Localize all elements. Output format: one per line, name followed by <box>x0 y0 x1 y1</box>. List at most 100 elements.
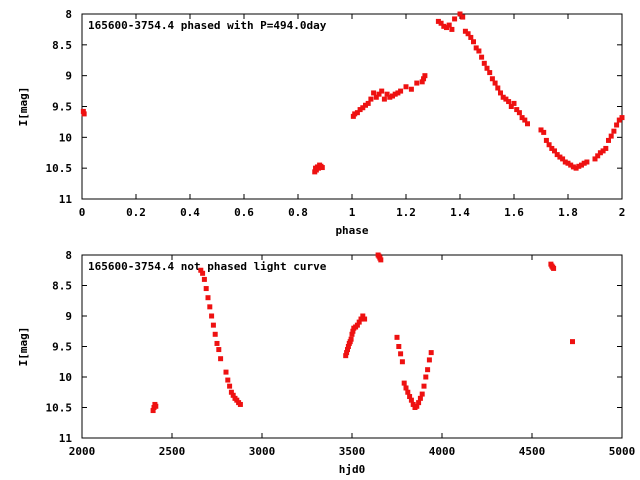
unphased-data-point <box>394 334 400 340</box>
phased-data-point <box>460 14 466 20</box>
unphased-data-point <box>410 401 416 407</box>
unphased-y-tick-label: 8 <box>65 249 72 262</box>
phased-x-tick-label: 1.2 <box>396 206 416 219</box>
phased-data-point <box>438 20 444 26</box>
phased-data-point <box>565 160 571 166</box>
phased-y-axis-label: I[mag] <box>17 87 30 127</box>
phased-data-point <box>441 23 447 29</box>
unphased-data-point <box>212 331 218 337</box>
unphased-data-point <box>425 367 431 373</box>
phased-data-point <box>379 88 385 94</box>
unphased-x-tick-label: 3000 <box>249 445 276 458</box>
phased-data-point <box>398 88 404 94</box>
phased-data-point <box>541 129 547 135</box>
unphased-data-point <box>237 401 243 407</box>
unphased-data-point <box>216 347 222 353</box>
phased-data-point <box>81 111 87 117</box>
unphased-data-point <box>343 353 349 359</box>
phased-x-tick-label: 1.6 <box>504 206 524 219</box>
phased-data-point <box>522 117 528 123</box>
unphased-data-point <box>416 400 422 406</box>
unphased-data-point <box>358 316 364 322</box>
phased-data-point <box>421 76 427 82</box>
unphased-data-point <box>551 265 557 271</box>
phased-x-tick-label: 0.4 <box>180 206 200 219</box>
unphased-data-point <box>218 356 224 362</box>
unphased-data-point <box>214 340 220 346</box>
unphased-y-tick-label: 10.5 <box>46 402 73 415</box>
phased-data-point <box>446 22 452 28</box>
phased-data-point <box>444 25 449 31</box>
phased-data-point <box>487 70 493 76</box>
phased-x-tick-label: 0.6 <box>234 206 254 219</box>
phased-y-tick-label: 11 <box>59 193 73 206</box>
unphased-y-axis-label: I[mag] <box>17 327 30 367</box>
phased-data-point <box>492 80 498 86</box>
phased-data-point <box>608 133 614 139</box>
phased-data-point <box>395 90 401 96</box>
phased-data-point <box>471 39 476 45</box>
phased-data-point <box>408 86 414 92</box>
unphased-data-point <box>344 350 350 356</box>
unphased-data-point <box>207 304 213 310</box>
phased-data-point <box>560 156 566 162</box>
phased-data-point <box>435 18 441 24</box>
phased-data-point <box>503 96 509 102</box>
unphased-data-point <box>227 383 233 389</box>
phased-x-tick-label: 1.8 <box>558 206 578 219</box>
phased-data-point <box>603 145 609 151</box>
unphased-data-point <box>407 394 413 400</box>
unphased-data-point <box>205 295 211 301</box>
phased-data-point <box>619 115 625 121</box>
unphased-data-point <box>398 351 404 357</box>
unphased-data-point <box>378 257 384 263</box>
unphased-data-point <box>230 392 236 398</box>
unphased-data-point <box>399 359 405 365</box>
unphased-data-point <box>408 397 414 403</box>
unphased-data-point <box>419 391 425 397</box>
phased-data-point <box>514 107 520 113</box>
unphased-data-point <box>423 374 429 380</box>
unphased-data-point <box>401 380 407 386</box>
phased-x-tick-label: 2 <box>619 206 626 219</box>
unphased-data-point <box>225 377 231 383</box>
unphased-data-point <box>414 403 420 409</box>
unphased-data-point <box>153 403 159 409</box>
phased-data-point <box>573 165 579 171</box>
phased-data-point <box>546 142 552 148</box>
phased-data-point <box>357 107 363 113</box>
phased-data-point <box>390 93 395 99</box>
phased-y-tick-label: 10.5 <box>46 162 73 175</box>
phased-data-point <box>543 137 549 143</box>
phased-data-point <box>525 121 530 127</box>
phased-plot-frame <box>81 13 623 200</box>
phased-data-point <box>462 28 468 34</box>
unphased-data-point <box>403 385 409 391</box>
phased-data-point <box>473 45 479 51</box>
unphased-data-point <box>223 369 229 375</box>
phased-data-point <box>481 60 487 66</box>
phased-data-point <box>552 148 557 154</box>
unphased-plot-frame <box>81 254 623 439</box>
phased-data-point <box>519 115 525 121</box>
phased-data-point <box>600 148 606 154</box>
phased-data-point <box>371 90 377 96</box>
phased-data-point <box>373 94 379 100</box>
phased-data-point <box>570 164 576 170</box>
phased-y-tick-label: 9 <box>65 70 72 83</box>
unphased-data-point <box>350 328 356 334</box>
unphased-data-point <box>354 322 360 328</box>
phased-data-point <box>352 111 358 117</box>
phased-data-point <box>476 48 482 54</box>
phased-data-point <box>511 100 517 106</box>
phased-data-point <box>422 73 428 79</box>
phased-data-point <box>506 99 512 105</box>
phased-data-point <box>457 11 463 17</box>
unphased-y-tick-label: 10 <box>59 371 72 384</box>
phased-data-point <box>387 94 393 100</box>
phased-y-tick-label: 8 <box>65 8 72 21</box>
phased-x-tick-label: 0.2 <box>126 206 146 219</box>
phased-data-point <box>498 90 503 96</box>
phased-data-point <box>479 54 485 60</box>
